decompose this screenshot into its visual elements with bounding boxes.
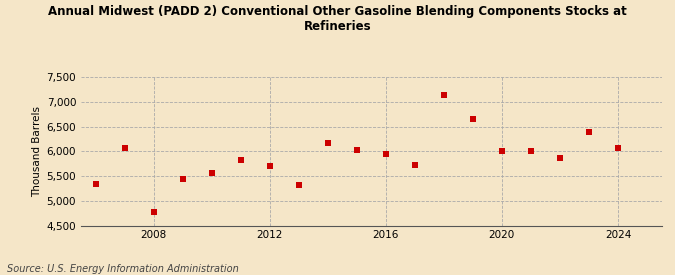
Point [583, 130, 594, 134]
Point [178, 177, 188, 182]
Point [439, 93, 450, 98]
Point [409, 163, 420, 167]
Y-axis label: Thousand Barrels: Thousand Barrels [32, 106, 43, 197]
Point [119, 146, 130, 150]
Point [207, 170, 217, 175]
Point [497, 148, 508, 153]
Point [323, 141, 333, 145]
Point [148, 210, 159, 214]
Point [613, 146, 624, 150]
Text: Source: U.S. Energy Information Administration: Source: U.S. Energy Information Administ… [7, 264, 238, 274]
Point [352, 148, 362, 152]
Text: Annual Midwest (PADD 2) Conventional Other Gasoline Blending Components Stocks a: Annual Midwest (PADD 2) Conventional Oth… [48, 6, 627, 34]
Point [380, 152, 391, 156]
Point [293, 183, 304, 188]
Point [468, 117, 479, 121]
Point [554, 156, 565, 160]
Point [525, 148, 536, 153]
Point [90, 182, 101, 187]
Point [235, 158, 246, 162]
Point [264, 164, 275, 168]
